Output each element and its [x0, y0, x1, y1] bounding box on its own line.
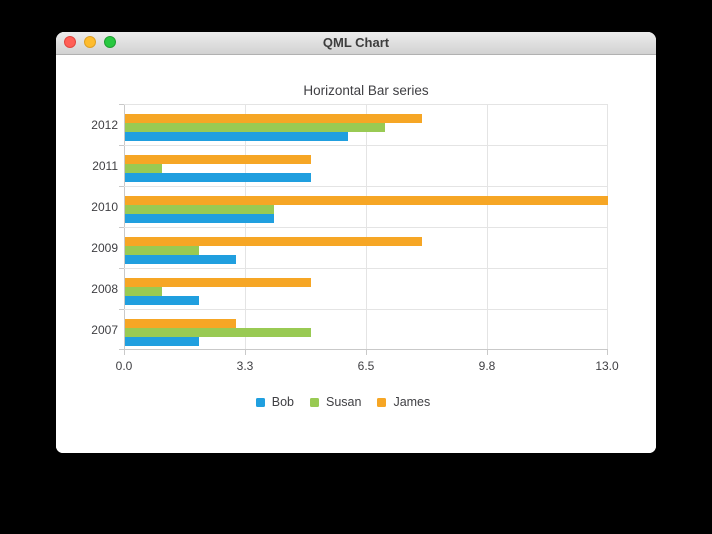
y-axis-label: 2007 — [91, 323, 118, 337]
legend-label-james: James — [393, 395, 431, 409]
y-axis-tick — [119, 309, 124, 310]
x-axis-tick — [366, 350, 367, 355]
close-button[interactable] — [64, 36, 76, 48]
x-axis-tick — [124, 350, 125, 355]
bar-james-2007 — [125, 319, 236, 328]
gridline-horizontal — [124, 145, 608, 146]
x-axis-tick — [245, 350, 246, 355]
x-axis-label: 9.8 — [478, 359, 496, 373]
x-axis-tick — [487, 350, 488, 355]
y-axis-tick — [119, 349, 124, 350]
gridline-horizontal — [124, 227, 608, 228]
y-axis-tick — [119, 186, 124, 187]
window-title: QML Chart — [322, 35, 390, 50]
legend-marker-susan — [309, 397, 319, 407]
bar-susan-2012 — [125, 123, 385, 132]
y-axis-tick — [119, 104, 124, 105]
y-axis-label: 2010 — [91, 200, 118, 214]
bar-susan-2007 — [125, 328, 311, 337]
x-axis-label: 13.0 — [595, 359, 619, 373]
legend-item-james: James — [377, 395, 430, 409]
legend-marker-james — [377, 397, 387, 407]
bar-bob-2009 — [125, 255, 236, 264]
bar-james-2012 — [125, 114, 422, 123]
bar-bob-2011 — [125, 173, 311, 182]
bar-bob-2007 — [125, 337, 199, 346]
window-titlebar[interactable]: QML Chart — [56, 32, 656, 55]
minimize-button[interactable] — [84, 36, 96, 48]
bar-james-2009 — [125, 237, 422, 246]
bar-james-2008 — [125, 278, 311, 287]
app-window: QML Chart Horizontal Bar series 2012 2011… — [56, 32, 656, 453]
legend-item-susan: Susan — [309, 395, 362, 409]
x-axis-label: 0.0 — [115, 359, 133, 373]
y-axis-label: 2011 — [92, 159, 118, 173]
legend-label-bob: Bob — [271, 395, 294, 409]
gridline-horizontal — [124, 268, 608, 269]
legend-item-bob: Bob — [255, 395, 294, 409]
bar-bob-2012 — [125, 132, 348, 141]
y-axis-label: 2009 — [91, 241, 118, 255]
bar-james-2011 — [125, 155, 311, 164]
bar-susan-2010 — [125, 205, 274, 214]
x-axis-label: 6.5 — [357, 359, 375, 373]
y-axis-tick — [119, 268, 124, 269]
bar-susan-2009 — [125, 246, 199, 255]
y-axis-tick — [119, 227, 124, 228]
plot-area — [119, 104, 608, 355]
gridline-horizontal — [124, 309, 608, 310]
bar-susan-2011 — [125, 164, 162, 173]
bar-bob-2010 — [125, 214, 274, 223]
bar-bob-2008 — [125, 296, 199, 305]
bar-james-2010 — [125, 196, 608, 205]
bar-susan-2008 — [125, 287, 162, 296]
chart-view: Horizontal Bar series 2012 2011 2010 2009 20… — [56, 55, 656, 453]
x-axis-line — [124, 349, 608, 350]
gridline-horizontal — [124, 186, 608, 187]
chart-legend: Bob Susan James — [56, 395, 643, 409]
x-axis-label: 3.3 — [236, 359, 254, 373]
y-axis-tick — [119, 145, 124, 146]
x-axis-tick — [607, 350, 608, 355]
legend-marker-bob — [255, 397, 265, 407]
y-axis-label: 2008 — [91, 282, 118, 296]
zoom-button[interactable] — [104, 36, 116, 48]
gridline-horizontal — [124, 104, 608, 105]
chart-title: Horizontal Bar series — [303, 83, 429, 98]
y-axis-label: 2012 — [91, 118, 118, 132]
legend-label-susan: Susan — [325, 395, 362, 409]
